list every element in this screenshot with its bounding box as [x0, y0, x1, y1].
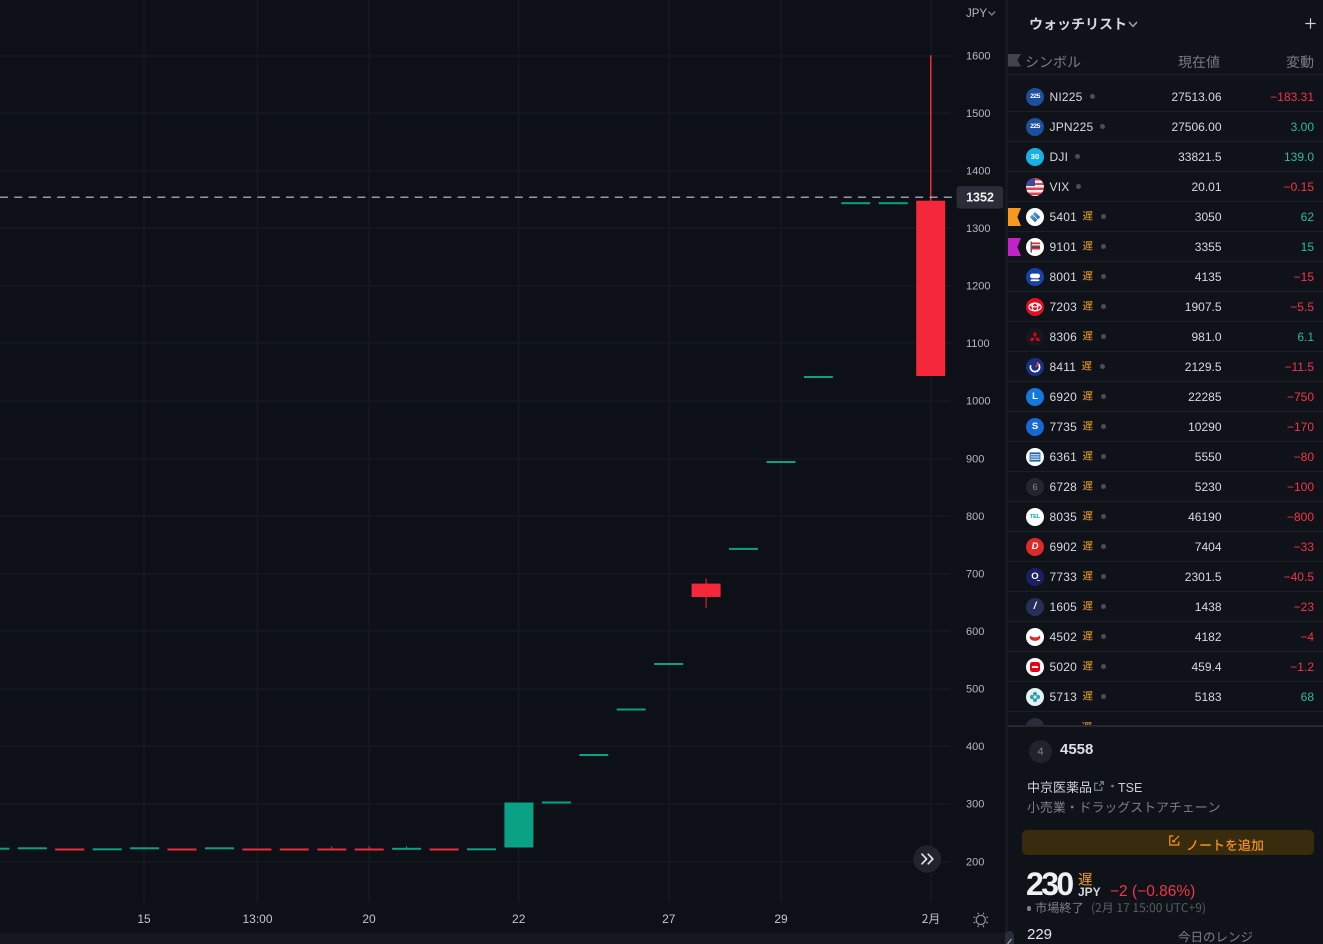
- svg-text:1352: 1352: [966, 191, 994, 205]
- svg-text:20: 20: [362, 912, 376, 926]
- svg-text:1300: 1300: [966, 223, 990, 235]
- svg-text:1600: 1600: [966, 50, 990, 62]
- svg-text:500: 500: [966, 684, 984, 696]
- svg-text:1400: 1400: [966, 166, 990, 178]
- svg-text:1200: 1200: [966, 281, 990, 293]
- svg-text:900: 900: [966, 453, 984, 465]
- svg-text:600: 600: [966, 626, 984, 638]
- svg-text:15: 15: [137, 912, 151, 926]
- svg-text:1000: 1000: [966, 396, 990, 408]
- svg-text:700: 700: [966, 568, 984, 580]
- svg-text:200: 200: [966, 856, 984, 868]
- svg-text:400: 400: [966, 741, 984, 753]
- svg-text:300: 300: [966, 799, 984, 811]
- svg-text:22: 22: [512, 912, 526, 926]
- svg-text:1100: 1100: [966, 338, 990, 350]
- svg-text:27: 27: [662, 912, 676, 926]
- svg-text:29: 29: [774, 912, 788, 926]
- svg-text:800: 800: [966, 511, 984, 523]
- svg-text:13:00: 13:00: [242, 912, 272, 926]
- svg-text:1500: 1500: [966, 108, 990, 120]
- svg-text:JPY: JPY: [966, 8, 987, 20]
